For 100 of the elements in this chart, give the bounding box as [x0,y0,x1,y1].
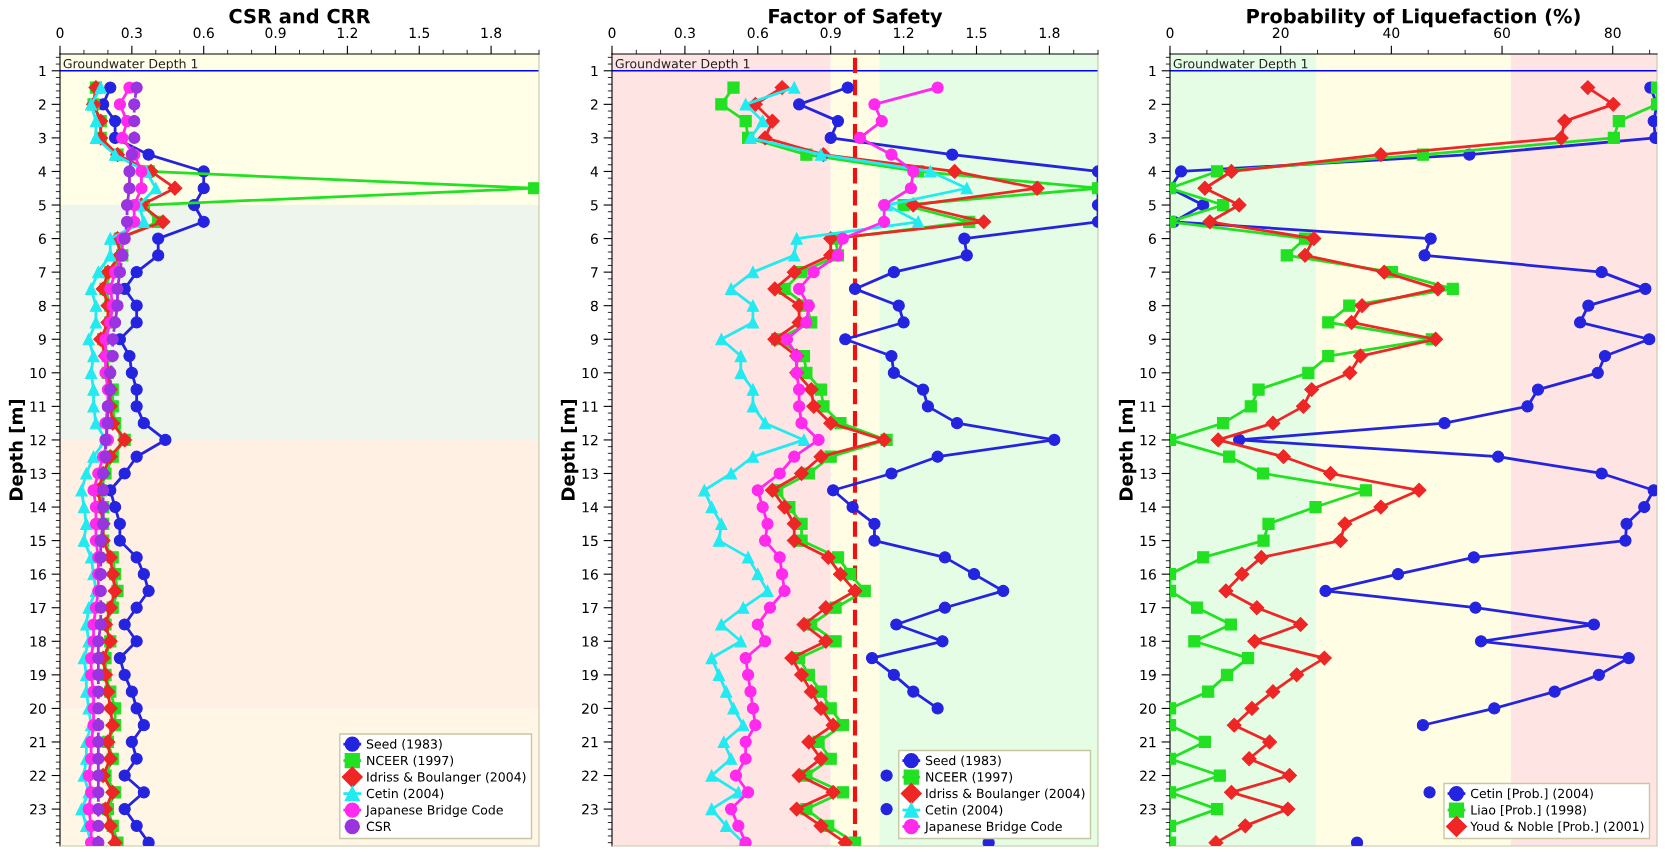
y-tick-label: 19 [582,669,598,681]
x-tick-label: 1.8 [481,27,502,39]
legend-label: Seed (1983) [366,739,442,751]
legend-label: Japanese Bridge Code [924,821,1062,834]
ref-line-label: Groundwater Depth 1 [615,58,750,71]
chart-title: Factor of Safety [769,8,943,28]
y-tick-label: 18 [1140,636,1156,647]
x-tick-label: 0.3 [674,27,695,39]
y-tick-label: 5 [39,200,46,211]
x-tick-label: 0 [56,27,64,39]
y-tick-label: 11 [1140,401,1156,412]
y-tick-label: 10 [1140,367,1156,379]
y-tick-label: 22 [582,770,598,781]
y-tick-label: 23 [582,804,598,815]
y-tick-label: 4 [38,166,47,177]
legend-label: Liao [Prob.] (1998) [1471,804,1586,817]
y-tick-label: 1 [1149,65,1156,77]
x-tick-label: 0 [608,27,616,39]
y-tick-label: 10 [30,367,46,379]
y-tick-label: 22 [30,770,46,781]
y-tick-label: 14 [1140,502,1157,513]
y-tick-label: 5 [1149,200,1156,211]
y-tick-label: 9 [590,334,598,345]
y-tick-label: 8 [590,300,598,312]
y-tick-label: 18 [30,636,46,647]
legend-label: Idriss & Boulanger (2004) [367,771,526,785]
y-tick-label: 14 [30,502,47,513]
legend-label: CSR [366,821,392,832]
x-tick-label: 0.3 [121,27,142,39]
y-tick-label: 10 [582,367,598,379]
y-tick-label: 9 [1148,334,1156,345]
y-tick-label: 15 [582,535,598,547]
y-tick-label: 1 [591,65,598,77]
legend-label: NCEER (1997) [926,772,1013,784]
y-tick-label: 11 [30,401,46,412]
legend-label: NCEER (1997) [367,755,454,767]
y-tick-label: 20 [30,703,46,714]
y-tick-label: 8 [38,300,46,312]
y-tick-label: 12 [582,434,598,446]
x-tick-label: 0.6 [193,27,214,39]
y-tick-label: 7 [39,267,46,278]
y-tick-label: 8 [1148,300,1156,312]
y-tick-label: 17 [30,602,46,614]
y-tick-label: 19 [30,669,46,681]
legend-label: Japanese Bridge Code [365,804,503,818]
y-axis-title: Depth [m] [1118,399,1137,500]
legend-label: Youd & Noble [Prob.] (2001) [1470,821,1644,833]
y-tick-label: 21 [582,736,598,748]
y-tick-label: 4 [1148,166,1157,177]
y-tick-label: 20 [582,703,598,714]
y-tick-label: 3 [591,132,598,144]
y-tick-label: 15 [30,535,46,547]
y-tick-label: 2 [590,99,598,110]
y-tick-label: 7 [1149,267,1156,278]
y-tick-label: 16 [1140,569,1156,580]
x-tick-label: 0.6 [747,27,768,39]
y-axis-title: Depth [m] [560,399,579,500]
legend-label: Seed (1983) [925,755,1001,767]
y-tick-label: 12 [30,434,46,446]
y-tick-label: 23 [30,804,46,815]
y-tick-label: 17 [582,602,598,614]
x-tick-label: 40 [1383,27,1400,39]
y-tick-label: 11 [582,401,598,412]
y-tick-label: 6 [590,233,598,245]
y-tick-label: 6 [1148,233,1156,245]
x-tick-label: 20 [1272,27,1289,39]
ref-line-label: Groundwater Depth 1 [63,58,198,71]
y-tick-label: 21 [30,736,46,748]
y-tick-label: 17 [1140,602,1156,614]
chart-title: Probability of Liquefaction (%) [1247,8,1580,28]
x-tick-label: 80 [1604,27,1621,39]
y-tick-label: 15 [1140,535,1156,547]
legend-label: Cetin [Prob.] (2004) [1470,788,1593,800]
x-tick-label: 60 [1494,27,1510,39]
legend-label: Idriss & Boulanger (2004) [926,788,1085,801]
y-axis-title: Depth [m] [8,399,27,500]
legend-label: Cetin (2004) [925,804,1003,817]
y-tick-label: 9 [38,334,46,345]
y-tick-label: 13 [582,468,598,479]
y-tick-label: 22 [1140,770,1156,781]
x-tick-label: 1.2 [337,27,358,38]
y-tick-label: 2 [1148,99,1156,110]
y-tick-label: 19 [1140,669,1156,681]
y-tick-label: 4 [590,166,599,177]
y-tick-label: 6 [38,233,46,245]
x-tick-label: 1.2 [894,27,914,38]
x-tick-label: 1.5 [409,27,430,39]
y-tick-label: 2 [38,99,46,110]
y-tick-label: 18 [582,636,598,647]
y-tick-label: 23 [1140,804,1156,815]
x-tick-label: 0.9 [820,27,841,39]
x-tick-label: 0.9 [265,27,286,39]
y-tick-label: 16 [30,569,46,580]
y-tick-label: 13 [1140,468,1156,479]
chart-title: CSR and CRR [229,8,371,24]
y-tick-label: 5 [591,200,598,211]
y-tick-label: 3 [39,132,46,144]
x-tick-label: 1.5 [966,27,987,39]
y-tick-label: 14 [582,502,599,513]
y-tick-label: 7 [591,267,598,278]
